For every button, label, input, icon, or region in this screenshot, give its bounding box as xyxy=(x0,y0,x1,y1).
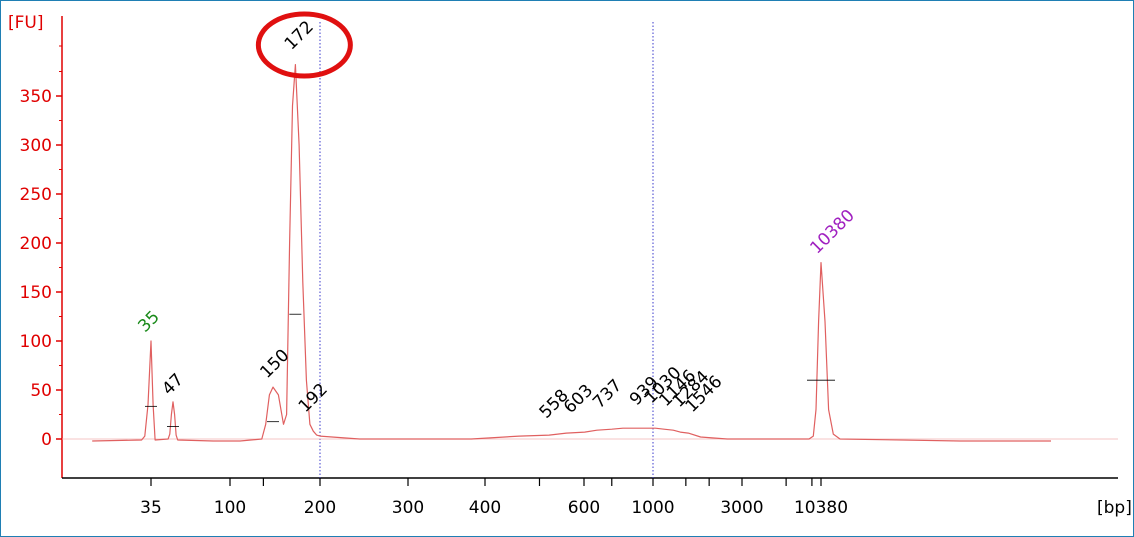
peak-label: 47 xyxy=(158,370,187,399)
y-tick-label: 250 xyxy=(20,185,52,205)
x-tick-label: 200 xyxy=(304,498,336,518)
y-axis-unit-label: [FU] xyxy=(8,13,44,33)
peak-label: 192 xyxy=(295,380,332,417)
x-tick-label: 100 xyxy=(214,498,246,518)
x-tick-label: 600 xyxy=(568,498,600,518)
peak-label: 737 xyxy=(589,376,626,413)
y-tick-label: 150 xyxy=(20,283,52,303)
annotation-group xyxy=(255,11,353,79)
trace-line xyxy=(92,63,1051,442)
y-tick-label: 0 xyxy=(41,430,52,450)
y-tick-label: 300 xyxy=(20,136,52,156)
axes-group: 0 50 100 150 200 250 300 350 35 100 200 300 400 600 10… xyxy=(20,16,1118,518)
highlight-circle xyxy=(255,11,353,79)
y-tick-label: 50 xyxy=(30,381,52,401)
x-tick-label: 10380 xyxy=(794,498,848,518)
y-tick-label: 350 xyxy=(20,87,52,107)
x-tick-label: 1000 xyxy=(631,498,674,518)
peak-label: 35 xyxy=(134,307,163,336)
x-tick-label: 3000 xyxy=(720,498,763,518)
peak-label: 172 xyxy=(281,17,318,54)
x-tick-label: 35 xyxy=(140,498,162,518)
x-tick-label: 300 xyxy=(392,498,424,518)
trace-group xyxy=(62,63,1118,442)
peak-label: 10380 xyxy=(806,206,858,258)
x-axis-unit-label: [bp] xyxy=(1097,498,1132,518)
x-tick-label: 400 xyxy=(469,498,501,518)
y-tick-label: 200 xyxy=(20,234,52,254)
y-tick-label: 100 xyxy=(20,332,52,352)
marker-lines-group xyxy=(319,22,654,478)
